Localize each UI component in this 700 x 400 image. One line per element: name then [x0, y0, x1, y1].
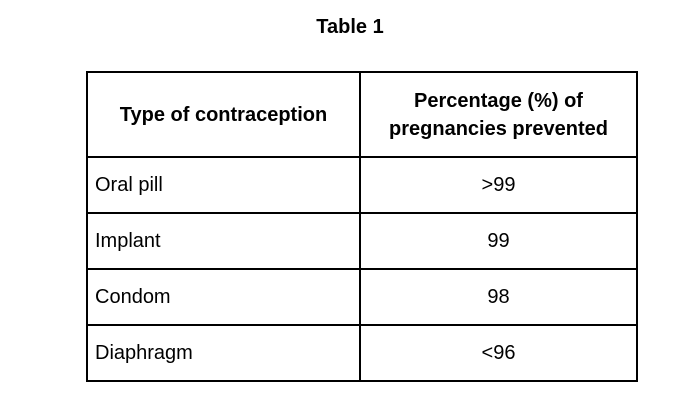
type-cell: Condom — [86, 268, 361, 326]
header-percentage-label-line2: pregnancies prevented — [389, 117, 608, 140]
type-cell: Diaphragm — [86, 324, 361, 382]
type-cell: Oral pill — [86, 156, 361, 214]
table-row: Condom 98 — [86, 268, 638, 326]
type-cell: Implant — [86, 212, 361, 270]
table-row: Implant 99 — [86, 212, 638, 270]
percentage-cell: >99 — [359, 156, 638, 214]
table-caption: Table 1 — [316, 16, 384, 38]
header-percentage-prevented: Percentage (%) of pregnancies prevented — [359, 71, 638, 158]
table-row: Diaphragm <96 — [86, 324, 638, 382]
table-header-row: Type of contraception Percentage (%) of … — [86, 71, 638, 158]
header-type-of-contraception: Type of contraception — [86, 71, 361, 158]
contraception-table: Type of contraception Percentage (%) of … — [86, 71, 638, 382]
percentage-cell: 99 — [359, 212, 638, 270]
table-row: Oral pill >99 — [86, 156, 638, 214]
header-type-label: Type of contraception — [119, 103, 328, 126]
percentage-cell: <96 — [359, 324, 638, 382]
header-percentage-label-line1: Percentage (%) of — [414, 89, 583, 112]
percentage-cell: 98 — [359, 268, 638, 326]
